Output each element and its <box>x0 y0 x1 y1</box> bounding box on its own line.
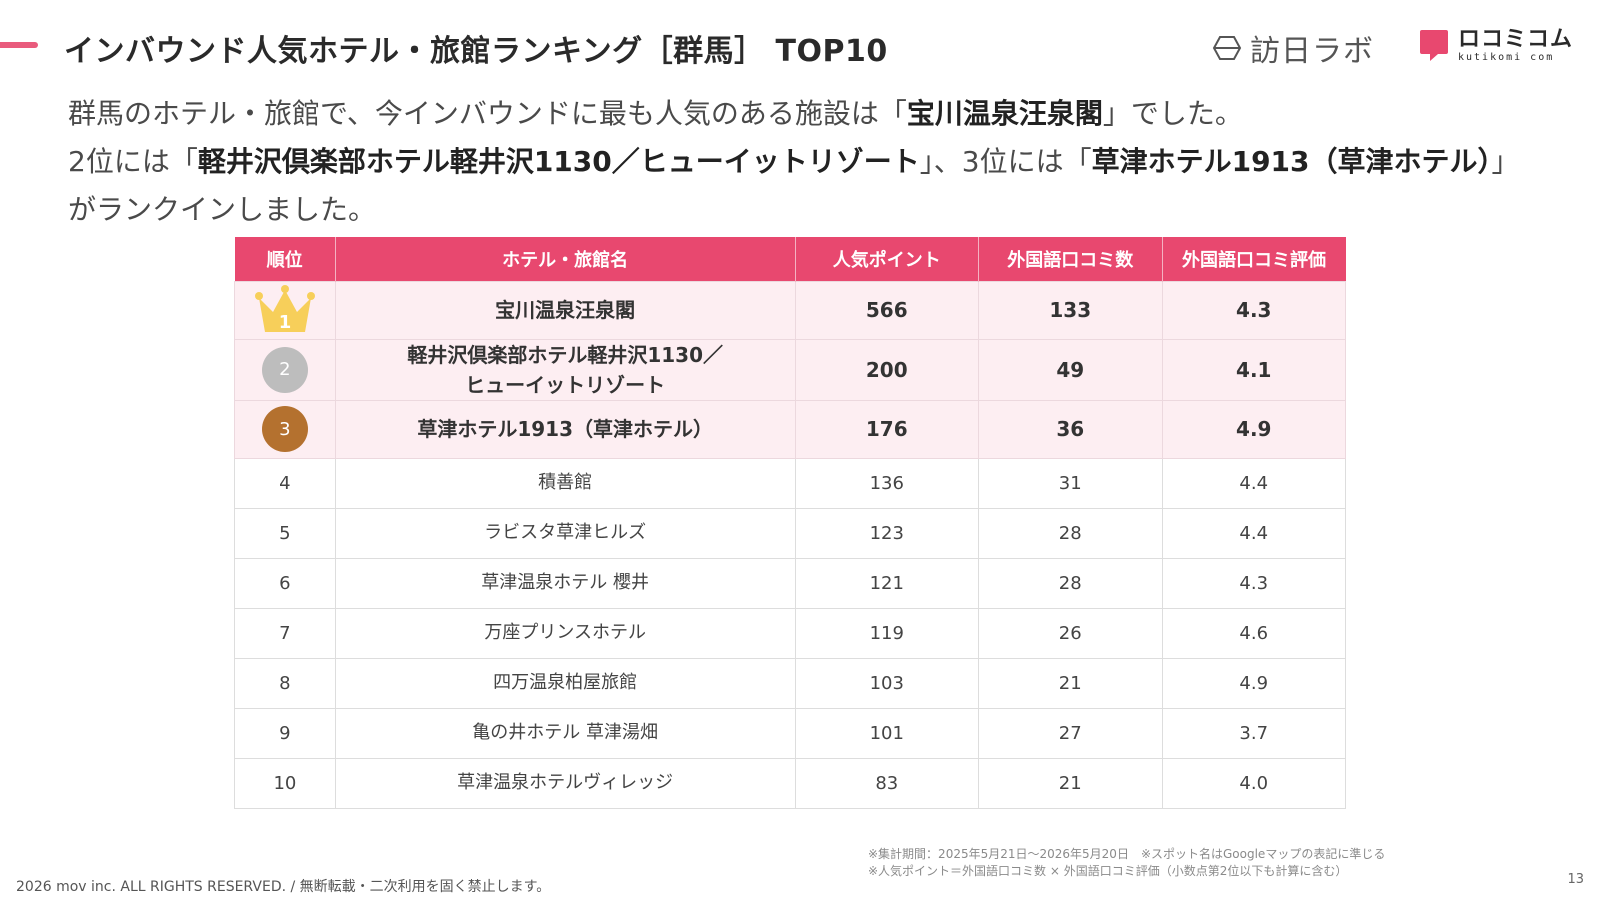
table-row: 10 草津温泉ホテルヴィレッジ 83 21 4.0 <box>234 757 1346 809</box>
table-row: 1 宝川温泉汪泉閣 566 133 4.3 <box>234 280 1346 340</box>
hotel-name: 草津ホテル1913（草津ホテル） <box>334 399 796 459</box>
houmon-lab-logo: 訪日ラボ <box>1212 28 1374 69</box>
points-cell: 200 <box>794 338 980 401</box>
intro-text: 」、3位には「 <box>919 145 1092 178</box>
title-accent-bar <box>0 42 38 48</box>
rank-number: 1 <box>279 312 292 333</box>
kuchikomi-logo-subtext: kutikomi com <box>1458 52 1555 63</box>
intro-highlight-rank3: 草津ホテル1913（草津ホテル） <box>1091 145 1492 178</box>
rank-cell: 10 <box>234 757 336 809</box>
points-cell: 103 <box>794 657 980 709</box>
points-cell: 123 <box>794 507 980 559</box>
rating-cell: 4.3 <box>1161 557 1346 609</box>
hotel-name: 積善館 <box>334 457 796 509</box>
intro-text: 」がランクインしました。 <box>68 145 1520 226</box>
points-cell: 119 <box>794 607 980 659</box>
rating-cell: 4.1 <box>1161 338 1346 401</box>
silver-medal-icon: 2 <box>261 346 308 393</box>
column-header-name: ホテル・旅館名 <box>335 237 796 281</box>
rating-cell: 4.3 <box>1161 280 1346 340</box>
rank-cell: 9 <box>234 707 336 759</box>
kuchikomi-com-logo: ロコミコム kutikomi com <box>1418 28 1573 64</box>
review-count-cell: 28 <box>978 507 1163 559</box>
intro-text: 」でした。 <box>1102 97 1243 130</box>
points-cell: 136 <box>794 457 980 509</box>
points-cell: 176 <box>794 399 980 459</box>
points-cell: 121 <box>794 557 980 609</box>
review-count-cell: 21 <box>978 757 1163 809</box>
bronze-medal-icon: 3 <box>261 406 308 452</box>
table-row: 9 亀の井ホテル 草津湯畑 101 27 3.7 <box>234 707 1346 759</box>
column-header-review-rating: 外国語口コミ評価 <box>1162 237 1346 281</box>
review-count-cell: 26 <box>978 607 1163 659</box>
hexagon-logo-icon <box>1212 36 1242 60</box>
hotel-name: 宝川温泉汪泉閣 <box>334 280 796 340</box>
rank-cell: 7 <box>234 607 336 659</box>
page-number: 13 <box>1567 872 1584 887</box>
table-row: 2 軽井沢倶楽部ホテル軽井沢1130／ ヒューイットリゾート 200 49 4.… <box>234 338 1346 401</box>
table-row: 6 草津温泉ホテル 櫻井 121 28 4.3 <box>234 557 1346 609</box>
rank-number: 2 <box>279 359 291 380</box>
rating-cell: 4.9 <box>1161 399 1346 459</box>
rank-cell: 3 <box>234 399 336 459</box>
rating-cell: 4.6 <box>1161 607 1346 659</box>
intro-text: 群馬のホテル・旅館で、今インバウンドに最も人気のある施設は「 <box>68 97 907 130</box>
intro-paragraph: 群馬のホテル・旅館で、今インバウンドに最も人気のある施設は「宝川温泉汪泉閣」でし… <box>68 90 1528 234</box>
footnotes: ※集計期間：2025年5月21日〜2026年5月20日 ※スポット名はGoogl… <box>868 846 1385 880</box>
hotel-name: 亀の井ホテル 草津湯畑 <box>334 707 796 759</box>
column-header-review-count: 外国語口コミ数 <box>978 237 1163 281</box>
footnote-period: ※集計期間：2025年5月21日〜2026年5月20日 ※スポット名はGoogl… <box>868 847 1386 861</box>
copyright-text: 2026 mov inc. ALL RIGHTS RESERVED. / 無断転… <box>16 879 551 895</box>
page-title: インバウンド人気ホテル・旅館ランキング［群馬］ TOP10 <box>64 34 888 69</box>
table-row: 8 四万温泉柏屋旅館 103 21 4.9 <box>234 657 1346 709</box>
hotel-name-line1: 軽井沢倶楽部ホテル軽井沢1130／ <box>407 342 723 367</box>
ranking-table: 順位 ホテル・旅館名 人気ポイント 外国語口コミ数 外国語口コミ評価 1 宝川温… <box>234 237 1346 809</box>
hotel-name: ラビスタ草津ヒルズ <box>334 507 796 559</box>
speech-bubble-logo-icon <box>1420 30 1448 61</box>
table-row: 5 ラビスタ草津ヒルズ 123 28 4.4 <box>234 507 1346 559</box>
rating-cell: 4.4 <box>1161 457 1346 509</box>
hotel-name: 軽井沢倶楽部ホテル軽井沢1130／ ヒューイットリゾート <box>334 338 796 401</box>
houmon-lab-logo-text: 訪日ラボ <box>1250 34 1374 69</box>
rank-cell: 2 <box>234 338 336 401</box>
rank-cell: 8 <box>234 657 336 709</box>
rating-cell: 3.7 <box>1161 707 1346 759</box>
footnote-formula: ※人気ポイント＝外国語口コミ数 × 外国語口コミ評価（小数点第2位以下も計算に含… <box>868 864 1348 878</box>
crown-icon: 1 <box>254 285 315 333</box>
rank-cell: 4 <box>234 457 336 509</box>
table-row: 7 万座プリンスホテル 119 26 4.6 <box>234 607 1346 659</box>
rank-cell: 6 <box>234 557 336 609</box>
hotel-name: 草津温泉ホテル 櫻井 <box>334 557 796 609</box>
column-header-points: 人気ポイント <box>795 237 980 281</box>
review-count-cell: 21 <box>978 657 1163 709</box>
points-cell: 566 <box>794 280 980 340</box>
table-header-row: 順位 ホテル・旅館名 人気ポイント 外国語口コミ数 外国語口コミ評価 <box>234 237 1346 281</box>
hotel-name: 草津温泉ホテルヴィレッジ <box>334 757 796 809</box>
table-row: 4 積善館 136 31 4.4 <box>234 457 1346 509</box>
kuchikomi-logo-text: ロコミコム <box>1458 27 1574 52</box>
rating-cell: 4.4 <box>1161 507 1346 559</box>
intro-highlight-rank1: 宝川温泉汪泉閣 <box>906 97 1103 130</box>
review-count-cell: 36 <box>978 399 1163 459</box>
review-count-cell: 133 <box>978 280 1163 340</box>
review-count-cell: 31 <box>978 457 1163 509</box>
review-count-cell: 49 <box>978 338 1163 401</box>
points-cell: 101 <box>794 707 980 759</box>
column-header-rank: 順位 <box>234 237 336 281</box>
rank-number: 3 <box>279 418 291 440</box>
hotel-name: 万座プリンスホテル <box>334 607 796 659</box>
hotel-name-line2: ヒューイットリゾート <box>465 372 666 397</box>
rank-cell: 1 <box>234 280 336 340</box>
intro-highlight-rank2: 軽井沢倶楽部ホテル軽井沢1130／ヒューイットリゾート <box>197 145 920 178</box>
review-count-cell: 28 <box>978 557 1163 609</box>
review-count-cell: 27 <box>978 707 1163 759</box>
table-row: 3 草津ホテル1913（草津ホテル） 176 36 4.9 <box>234 399 1346 459</box>
rank-cell: 5 <box>234 507 336 559</box>
rating-cell: 4.9 <box>1161 657 1346 709</box>
points-cell: 83 <box>794 757 980 809</box>
hotel-name: 四万温泉柏屋旅館 <box>334 657 796 709</box>
rating-cell: 4.0 <box>1161 757 1346 809</box>
intro-text: 2位には「 <box>68 145 198 178</box>
